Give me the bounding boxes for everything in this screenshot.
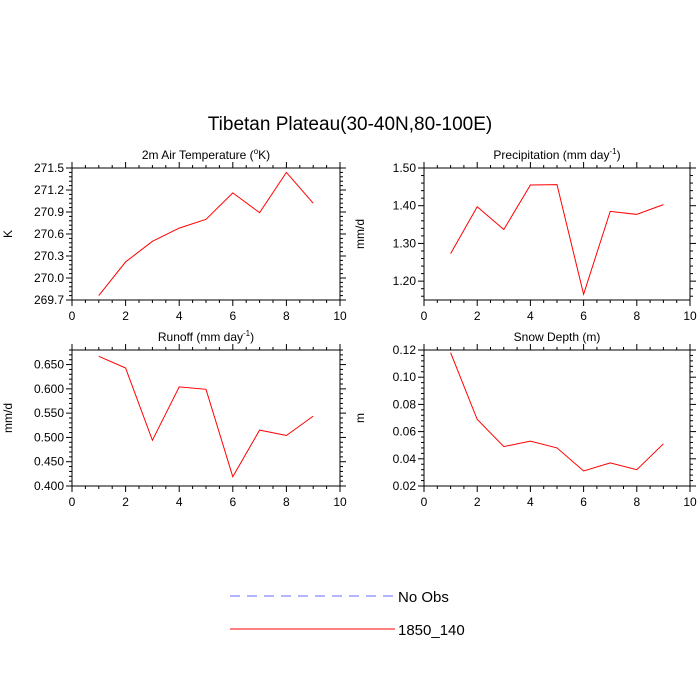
panel-precipitation: 0 2 4 6 8 10 1.20 1.30 1.40 1.50 mm/d Precipitation… <box>353 147 697 323</box>
runoff-x-tick-label: 2 <box>122 495 129 509</box>
legend-1850-140-label: 1850_140 <box>398 622 465 639</box>
runoff-y-tick-label: 0.650 <box>34 358 64 372</box>
snow-depth-y-tick-label: 0.10 <box>393 370 417 384</box>
snow-depth-series-line <box>450 352 664 472</box>
precipitation-y-tick-label: 1.40 <box>393 199 417 213</box>
air-temperature-y-tick-label: 270.6 <box>34 227 64 241</box>
runoff-series-line <box>98 355 314 479</box>
precipitation-y-axis-label: mm/d <box>353 219 367 249</box>
air-temperature-y-tick-label: 270.0 <box>34 271 64 285</box>
precipitation-x-tick-label: 10 <box>683 309 697 323</box>
runoff-x-tick-label: 0 <box>69 495 76 509</box>
snow-depth-y-tick-label: 0.06 <box>393 425 417 439</box>
runoff-y-tick-label: 0.450 <box>34 455 64 469</box>
snow-depth-x-tick-label: 4 <box>527 495 534 509</box>
precipitation-x-tick-label: 2 <box>474 309 481 323</box>
snow-depth-y-axis-label: m <box>353 413 367 423</box>
panel-air-temperature: 0 2 4 6 8 10 269.7 270.0 270.3 270.6 270.9 271.2 271… <box>1 147 347 323</box>
legend-no-obs-label: No Obs <box>398 589 449 606</box>
precipitation-y-tick-label: 1.50 <box>393 161 417 175</box>
runoff-x-tick-label: 4 <box>176 495 183 509</box>
air-temperature-y-tick-label: 270.9 <box>34 205 64 219</box>
air-temperature-x-tick-label: 8 <box>283 309 290 323</box>
runoff-plot-frame <box>71 349 341 487</box>
runoff-panel-title: Runoff (mm day-1) <box>158 329 254 344</box>
air-temperature-series-line <box>98 171 314 296</box>
air-temperature-x-tick-label: 2 <box>122 309 129 323</box>
figure-title: Tibetan Plateau(30-40N,80-100E) <box>208 114 492 135</box>
snow-depth-y-tick-label: 0.04 <box>393 452 417 466</box>
panel-snow-depth: 0 2 4 6 8 10 0.02 0.04 0.06 0.08 0.10 0.12 m Snow Dep… <box>353 330 697 509</box>
snow-depth-x-tick-label: 0 <box>421 495 428 509</box>
air-temperature-x-tick-label: 10 <box>333 309 347 323</box>
snow-depth-plot-frame <box>423 349 691 487</box>
panel-runoff: 0 2 4 6 8 10 0.400 0.450 0.500 0.550 0.600 0.650 mm/… <box>1 329 347 509</box>
snow-depth-x-tick-label: 6 <box>580 495 587 509</box>
runoff-y-tick-label: 0.600 <box>34 382 64 396</box>
runoff-y-axis-label: mm/d <box>1 403 15 433</box>
snow-depth-y-tick-label: 0.02 <box>393 479 417 493</box>
air-temperature-y-tick-label: 270.3 <box>34 249 64 263</box>
snow-depth-x-tick-label: 8 <box>633 495 640 509</box>
precipitation-x-tick-label: 0 <box>421 309 428 323</box>
air-temperature-y-tick-label: 271.5 <box>34 161 64 175</box>
snow-depth-y-tick-label: 0.08 <box>393 397 417 411</box>
runoff-y-tick-label: 0.400 <box>34 479 64 493</box>
air-temperature-y-axis-label: K <box>1 230 15 238</box>
precipitation-x-tick-label: 4 <box>527 309 534 323</box>
legend: No Obs 1850_140 <box>230 589 465 639</box>
runoff-y-tick-label: 0.550 <box>34 406 64 420</box>
air-temperature-panel-title: 2m Air Temperature (oK) <box>142 147 270 162</box>
precipitation-x-tick-label: 6 <box>580 309 587 323</box>
snow-depth-x-tick-label: 2 <box>474 495 481 509</box>
precipitation-plot-frame <box>423 167 691 301</box>
runoff-x-tick-label: 8 <box>283 495 290 509</box>
air-temperature-x-tick-label: 4 <box>176 309 183 323</box>
precipitation-x-tick-label: 8 <box>633 309 640 323</box>
precipitation-panel-title: Precipitation (mm day-1) <box>493 147 620 162</box>
precipitation-series-line <box>450 184 664 297</box>
air-temperature-y-tick-label: 271.2 <box>34 183 64 197</box>
snow-depth-y-tick-label: 0.12 <box>393 343 417 357</box>
runoff-x-tick-label: 6 <box>229 495 236 509</box>
panels: 0 2 4 6 8 10 269.7 270.0 270.3 270.6 270.9 271.2 271… <box>1 147 697 509</box>
runoff-y-tick-label: 0.500 <box>34 430 64 444</box>
precipitation-y-tick-label: 1.20 <box>393 274 417 288</box>
precipitation-y-tick-label: 1.30 <box>393 236 417 250</box>
snow-depth-panel-title: Snow Depth (m) <box>514 330 601 344</box>
air-temperature-y-tick-label: 269.7 <box>34 293 64 307</box>
runoff-x-tick-label: 10 <box>333 495 347 509</box>
air-temperature-x-tick-label: 0 <box>69 309 76 323</box>
air-temperature-x-tick-label: 6 <box>229 309 236 323</box>
snow-depth-x-tick-label: 10 <box>683 495 697 509</box>
